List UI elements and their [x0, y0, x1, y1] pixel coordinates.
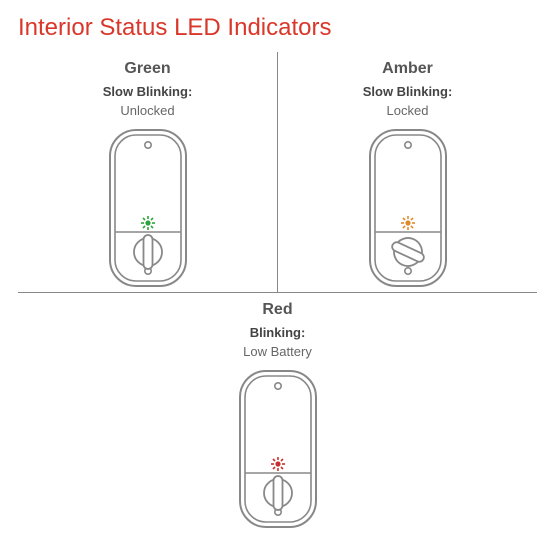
bottom-row: Red Blinking: Low Battery: [18, 292, 537, 533]
mode-green: Slow Blinking:: [103, 84, 193, 99]
mode-amber: Slow Blinking:: [363, 84, 453, 99]
indicator-cell-red: Red Blinking: Low Battery: [18, 293, 537, 533]
status-amber: Locked: [387, 103, 429, 118]
status-red: Low Battery: [243, 344, 312, 359]
indicator-cell-green: Green Slow Blinking: Unlocked: [18, 52, 278, 292]
lock-diagram-red: [238, 369, 318, 529]
top-row: Green Slow Blinking: Unlocked Amber Slow…: [18, 52, 537, 292]
color-name-amber: Amber: [382, 60, 433, 78]
indicator-cell-amber: Amber Slow Blinking: Locked: [278, 52, 537, 292]
color-name-green: Green: [124, 60, 170, 78]
color-name-red: Red: [262, 301, 292, 319]
mode-red: Blinking:: [250, 325, 306, 340]
status-green: Unlocked: [120, 103, 174, 118]
lock-diagram-green: [108, 128, 188, 288]
lock-diagram-amber: [368, 128, 448, 288]
page-title: Interior Status LED Indicators: [18, 14, 537, 42]
